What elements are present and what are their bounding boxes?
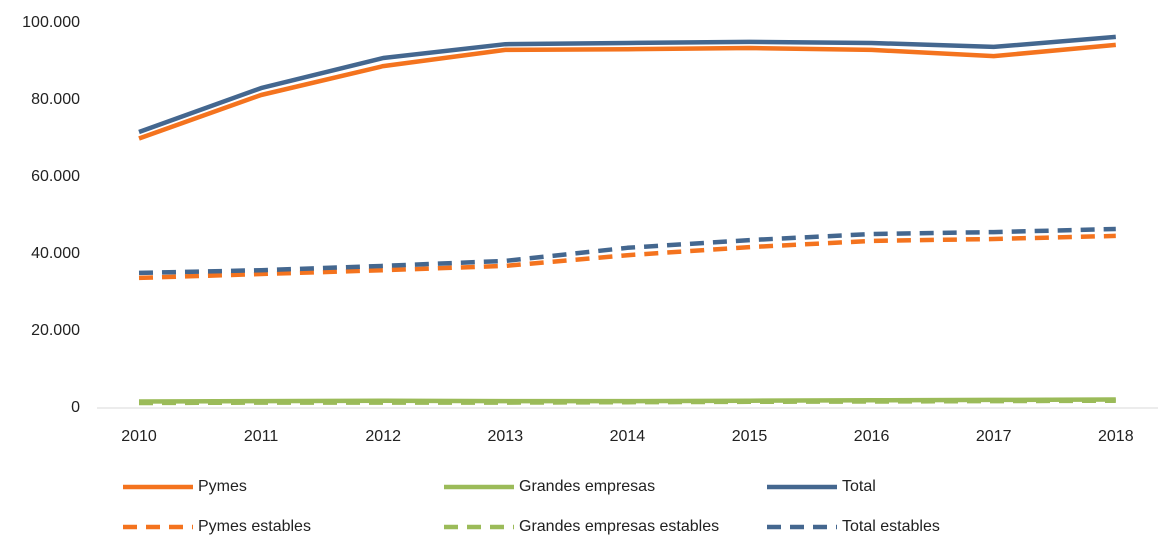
x-tick-label: 2016: [854, 428, 890, 445]
y-tick-label: 20.000: [31, 322, 80, 339]
legend-label: Pymes: [198, 478, 247, 495]
x-tick-label: 2017: [976, 428, 1012, 445]
series-line: [138, 233, 1116, 281]
y-tick-label: 80.000: [31, 91, 80, 108]
x-tick-label: 2012: [365, 428, 401, 445]
x-tick-label: 2011: [244, 428, 279, 445]
x-tick-label: 2015: [732, 428, 768, 445]
y-tick-label: 0: [71, 399, 80, 416]
series-line: [138, 34, 1116, 135]
x-tick-label: 2018: [1098, 428, 1134, 445]
y-tick-label: 100.000: [22, 14, 80, 31]
x-tick-label: 2013: [488, 428, 524, 445]
series-line: [138, 42, 1117, 141]
legend-label: Grandes empresas estables: [519, 518, 719, 535]
legend-label: Total estables: [842, 518, 940, 535]
legend-label: Grandes empresas: [519, 478, 655, 495]
x-tick-label: 2014: [610, 428, 646, 445]
y-tick-label: 40.000: [31, 245, 80, 262]
series-line: [138, 226, 1116, 276]
x-tick-label: 2010: [121, 428, 157, 445]
y-tick-label: 60.000: [31, 168, 80, 185]
legend-label: Total: [842, 478, 876, 495]
series-line: [138, 398, 1116, 406]
legend-label: Pymes estables: [198, 518, 311, 535]
